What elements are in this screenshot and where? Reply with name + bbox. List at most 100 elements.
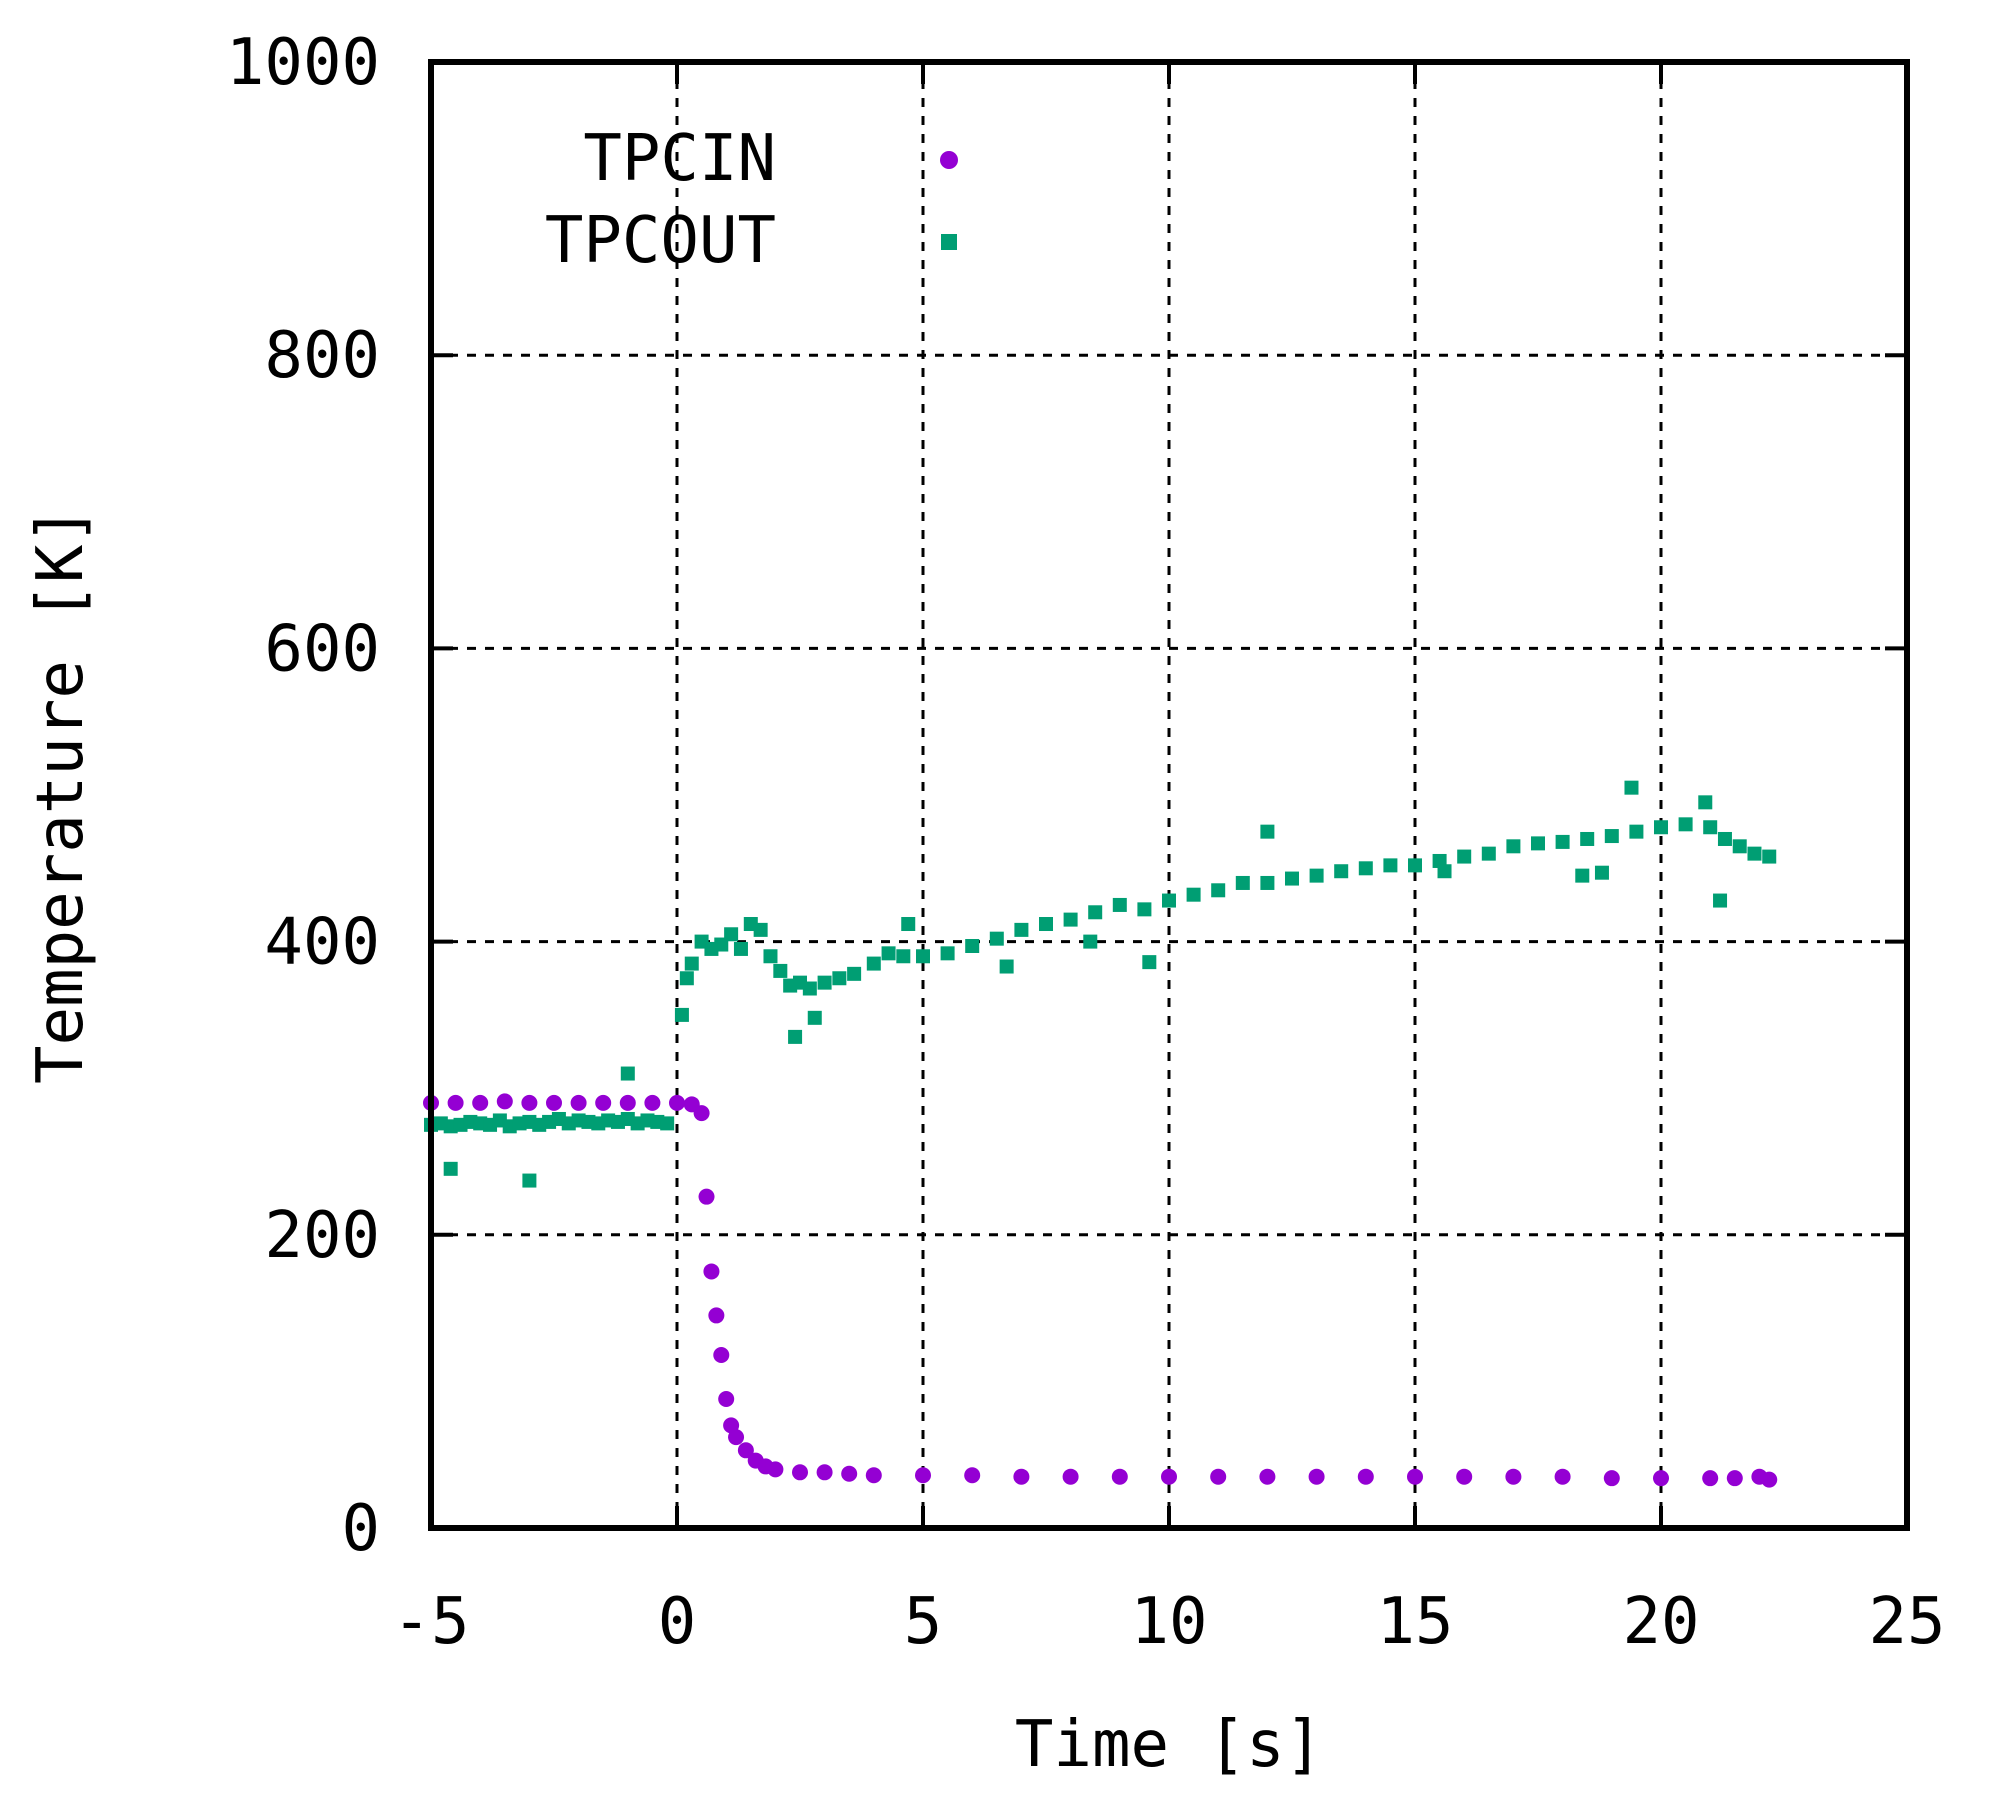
y-tick-label: 400 bbox=[264, 906, 380, 980]
series-tpcin bbox=[423, 1093, 1778, 1488]
x-tick-label: 15 bbox=[1376, 1585, 1453, 1659]
data-point bbox=[807, 1010, 822, 1025]
data-point bbox=[847, 966, 862, 981]
data-point bbox=[472, 1094, 489, 1111]
data-point bbox=[1408, 858, 1422, 873]
data-point bbox=[447, 1094, 464, 1111]
legend-label-tpcin: TPCIN bbox=[583, 122, 776, 196]
data-point bbox=[733, 941, 748, 956]
data-point bbox=[644, 1094, 661, 1111]
data-point bbox=[1703, 820, 1718, 835]
data-point bbox=[763, 949, 778, 964]
legend-marker-tpcout bbox=[941, 234, 957, 250]
data-point bbox=[1383, 858, 1398, 873]
x-tick-label: 5 bbox=[904, 1585, 943, 1659]
data-point bbox=[1624, 780, 1639, 795]
data-point bbox=[660, 1116, 675, 1131]
data-point bbox=[1594, 865, 1609, 880]
data-point bbox=[901, 917, 916, 932]
data-point bbox=[1678, 817, 1693, 832]
data-point bbox=[1111, 1468, 1128, 1485]
data-point bbox=[1654, 820, 1668, 835]
data-point bbox=[522, 1173, 537, 1188]
data-point bbox=[999, 959, 1014, 974]
data-point bbox=[1555, 834, 1570, 849]
data-point bbox=[916, 949, 930, 964]
y-tick-label: 800 bbox=[264, 319, 380, 393]
legend-label-tpcout: TPCOUT bbox=[545, 204, 776, 278]
data-point bbox=[816, 1464, 833, 1481]
data-point bbox=[964, 1467, 981, 1484]
data-point bbox=[698, 1188, 715, 1205]
data-point bbox=[940, 946, 955, 961]
data-point bbox=[1186, 887, 1201, 902]
y-tick-label: 600 bbox=[264, 612, 380, 686]
data-point bbox=[1761, 1471, 1778, 1488]
data-series bbox=[423, 780, 1778, 1488]
data-point bbox=[1604, 829, 1619, 844]
data-point bbox=[521, 1094, 538, 1111]
data-point bbox=[792, 1464, 808, 1481]
data-point bbox=[1063, 912, 1078, 927]
data-point bbox=[1088, 905, 1103, 920]
data-point bbox=[817, 975, 832, 990]
data-point bbox=[753, 922, 768, 937]
data-point bbox=[1713, 893, 1728, 908]
y-tick-label: 1000 bbox=[226, 26, 380, 100]
data-point bbox=[724, 927, 739, 942]
legend-marker-tpcin bbox=[940, 151, 958, 169]
data-point bbox=[728, 1429, 745, 1446]
data-point bbox=[881, 946, 896, 961]
data-point bbox=[708, 1307, 725, 1324]
data-point bbox=[1437, 864, 1452, 879]
data-point bbox=[1137, 902, 1152, 917]
data-point bbox=[896, 949, 911, 964]
data-point bbox=[1334, 864, 1349, 879]
data-point bbox=[1506, 839, 1521, 854]
data-point bbox=[737, 1442, 754, 1459]
data-point bbox=[1702, 1470, 1719, 1487]
data-point bbox=[1457, 849, 1472, 864]
data-point bbox=[1309, 868, 1324, 883]
legend: TPCIN TPCOUT bbox=[545, 122, 958, 278]
data-point bbox=[1039, 917, 1053, 932]
data-point bbox=[620, 1066, 635, 1081]
data-point bbox=[788, 1029, 803, 1044]
data-point bbox=[1747, 846, 1762, 861]
data-point bbox=[866, 956, 881, 971]
x-tick-labels: -5 0 5 10 15 20 25 bbox=[392, 1585, 1945, 1659]
data-point bbox=[1013, 1468, 1030, 1485]
x-tick-label: 0 bbox=[658, 1585, 697, 1659]
data-point bbox=[1531, 836, 1545, 851]
data-point bbox=[965, 938, 980, 953]
data-point bbox=[1162, 893, 1176, 908]
data-point bbox=[674, 1007, 689, 1022]
data-point bbox=[546, 1094, 562, 1111]
data-point bbox=[802, 981, 817, 996]
data-point bbox=[1407, 1468, 1423, 1485]
data-point bbox=[865, 1467, 882, 1484]
data-point bbox=[1260, 824, 1275, 839]
data-point bbox=[1505, 1468, 1522, 1485]
data-point bbox=[1259, 1468, 1276, 1485]
data-point bbox=[570, 1094, 587, 1111]
data-point bbox=[773, 963, 788, 978]
y-tick-label: 0 bbox=[341, 1492, 380, 1566]
data-point bbox=[684, 956, 699, 971]
data-point bbox=[1481, 846, 1496, 861]
data-point bbox=[669, 1094, 685, 1111]
data-point bbox=[703, 1263, 720, 1280]
data-point bbox=[1142, 955, 1157, 970]
data-point bbox=[1161, 1468, 1177, 1485]
data-point bbox=[1285, 871, 1299, 886]
data-point bbox=[1456, 1468, 1473, 1485]
data-point bbox=[1235, 875, 1250, 890]
data-point bbox=[1062, 1468, 1079, 1485]
data-point bbox=[1112, 897, 1127, 912]
data-point bbox=[713, 1347, 730, 1364]
data-point bbox=[1717, 831, 1732, 846]
data-point bbox=[496, 1093, 513, 1110]
data-point bbox=[595, 1094, 612, 1111]
data-point bbox=[767, 1461, 784, 1478]
data-point bbox=[1260, 875, 1275, 890]
